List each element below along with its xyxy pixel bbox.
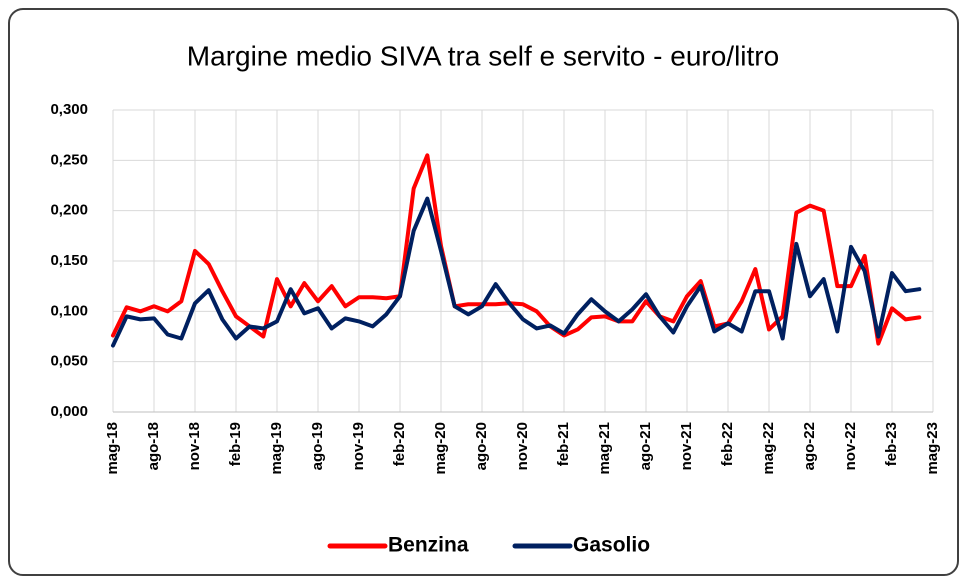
y-tick-label: 0,300 [50, 101, 88, 118]
x-tick-label: ago-19 [309, 422, 326, 470]
y-tick-label: 0,000 [50, 403, 88, 420]
y-tick-label: 0,050 [50, 353, 88, 370]
x-tick-label: feb-21 [555, 422, 572, 466]
x-tick-label: nov-20 [514, 422, 531, 470]
x-tick-label: mag-21 [596, 422, 613, 475]
x-tick-label: mag-18 [104, 422, 121, 475]
x-tick-label: ago-18 [145, 422, 162, 470]
y-tick-label: 0,150 [50, 252, 88, 269]
x-tick-label: nov-18 [186, 422, 203, 470]
x-tick-label: nov-19 [350, 422, 367, 470]
x-tick-label: feb-19 [227, 422, 244, 466]
series-line [111, 196, 922, 348]
x-tick-label: mag-23 [924, 422, 941, 475]
chart-frame [8, 8, 959, 576]
chart-title: Margine medio SIVA tra self e servito - … [187, 40, 779, 71]
series-line [111, 153, 922, 346]
x-tick-label: nov-22 [842, 422, 859, 470]
x-tick-label: feb-22 [719, 422, 736, 466]
x-tick-label: ago-20 [473, 422, 490, 470]
x-tick-label: mag-20 [432, 422, 449, 475]
x-tick-label: ago-22 [801, 422, 818, 470]
x-tick-label: feb-20 [391, 422, 408, 466]
x-tick-label: ago-21 [637, 422, 654, 470]
y-tick-label: 0,250 [50, 151, 88, 168]
x-tick-label: mag-19 [268, 422, 285, 475]
x-tick-label: feb-23 [883, 422, 900, 466]
y-tick-label: 0,100 [50, 302, 88, 319]
legend-label: Benzina [388, 534, 469, 557]
x-tick-label: nov-21 [678, 422, 695, 470]
legend-label: Gasolio [573, 534, 650, 557]
x-tick-label: mag-22 [760, 422, 777, 475]
y-tick-label: 0,200 [50, 202, 88, 219]
